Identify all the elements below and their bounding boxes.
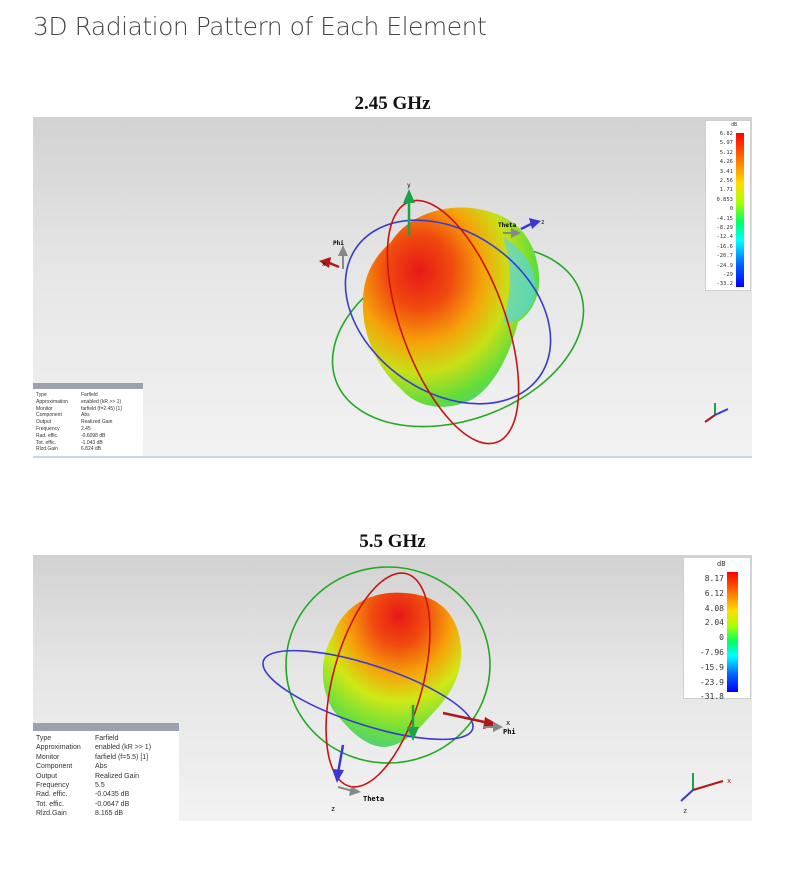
info-value: -0.0435 dB: [95, 791, 130, 799]
axis-label-z: z: [331, 805, 335, 813]
radiation-pattern-3d-2-45-ghz: y x z Phi Theta: [319, 182, 729, 445]
color-scale-tick: 4.26: [719, 159, 733, 166]
page-title: 3D Radiation Pattern of Each Element: [33, 12, 487, 41]
color-scale-tick: -31.8: [699, 692, 724, 702]
info-label: Rlzd.Gain: [36, 810, 67, 818]
info-label: Tot. effic.: [36, 800, 64, 808]
svg-text:x: x: [727, 777, 731, 785]
color-scale-tick: 3.41: [719, 168, 733, 175]
info-label: Type: [36, 735, 52, 742]
info-label: Monitor: [36, 753, 60, 761]
color-scale-tick: 5.12: [719, 149, 733, 156]
color-scale-bar: [736, 133, 744, 287]
info-value: 6.824 dB: [81, 446, 102, 453]
color-scale-tick: -23.9: [699, 677, 724, 687]
color-scale-tick: -8.29: [716, 225, 733, 231]
info-value: Abs: [95, 763, 108, 771]
info-value: farfield (f=2.45) [1]: [81, 405, 122, 412]
color-scale-unit: dB: [717, 560, 726, 568]
farfield-info-box-5-5-ghz: Type Farfield Approximation enabled (kR >> …: [33, 723, 179, 821]
axis-label-phi: Phi: [333, 240, 344, 247]
caption-2-45-ghz: 2.45 GHz: [354, 93, 431, 114]
color-scale-tick: -20.7: [716, 253, 733, 260]
color-scale-bar: [727, 572, 738, 692]
info-label: Frequency: [36, 426, 60, 432]
color-scale-tick: 0: [729, 206, 733, 213]
info-value: -0.6098 dB: [81, 432, 106, 439]
color-scale-tick: 5.97: [719, 140, 733, 147]
info-label: Component: [36, 412, 62, 419]
color-scale-tick: -12.4: [716, 234, 733, 241]
axis-label-y: y: [407, 182, 411, 189]
color-scale-tick: -24.9: [716, 262, 733, 269]
color-scale-tick: 2.56: [719, 178, 733, 184]
color-scale-2-45-ghz: dB 6.82 5.97 5.12 4.26 3.41 2.56 1.71 0.853 0 -4.…: [705, 120, 751, 291]
theta-circle: [344, 219, 552, 405]
info-value: enabled (kR >> 1): [95, 744, 152, 752]
info-label: Approximation: [36, 744, 81, 752]
axis-label-z: z: [541, 219, 545, 226]
info-value: 2.45: [81, 426, 91, 432]
farfield-info-box-2-45-ghz: Type Farfield Approximation enabled (kR >> …: [33, 383, 143, 456]
info-label: Output: [36, 419, 52, 426]
axis-label-x: x: [322, 261, 326, 268]
orientation-triad-icon: x z: [680, 773, 731, 815]
info-value: -0.0647 dB: [95, 800, 130, 808]
orientation-triad-icon: [704, 403, 729, 423]
info-label: Output: [36, 772, 58, 780]
radiation-lobe: [322, 592, 462, 747]
svg-text:z: z: [683, 807, 687, 815]
info-value: Realized Gain: [81, 419, 113, 426]
radiation-pattern-3d-5-5-ghz: x Phi Theta z x z: [262, 566, 731, 815]
caption-5-5-ghz: 5.5 GHz: [359, 531, 426, 552]
info-label: Approximation: [36, 398, 68, 405]
color-scale-unit: dB: [731, 122, 738, 128]
color-scale-tick: -4.15: [716, 215, 733, 222]
color-scale-5-5-ghz: dB 8.17 6.12 4.08 2.04 0 -7.96 -15.9 -23.9 -31.8: [683, 557, 751, 702]
info-value: Abs: [81, 412, 90, 419]
color-scale-tick: 1.71: [719, 187, 733, 194]
info-label: Rlzd.Gain: [36, 446, 58, 453]
info-value: Realized Gain: [95, 772, 139, 780]
axis-label-theta: Theta: [498, 222, 516, 229]
color-scale-tick: 0.853: [716, 196, 733, 203]
radiation-pattern-viewport-2-45-ghz[interactable]: y x z Phi Theta dB 6.82 5.97 5.12 4.26 3.41 2…: [33, 117, 752, 458]
color-scale-tick: -33.2: [716, 281, 733, 288]
phi-circle: [325, 572, 431, 788]
info-label: Monitor: [36, 405, 53, 412]
color-scale-tick: 0: [719, 633, 724, 643]
color-scale-tick: 2.04: [704, 618, 724, 628]
info-label: Tot. effic.: [36, 439, 56, 446]
info-value: farfield (f=5.5) [1]: [95, 753, 149, 761]
axis-label-theta: Theta: [363, 795, 384, 803]
radiation-pattern-viewport-5-5-ghz[interactable]: x Phi Theta z x z dB 8.17 6.12 4.08 2.04 0 -7…: [33, 555, 752, 821]
color-scale-tick: 8.17: [704, 574, 724, 583]
color-scale-tick: -7.96: [699, 648, 724, 657]
color-scale-tick: -16.6: [716, 243, 733, 250]
info-value: 8.165 dB: [95, 810, 124, 818]
info-label: Type: [36, 392, 47, 398]
radiation-lobe: [362, 207, 540, 407]
color-scale-tick: 6.12: [704, 588, 724, 598]
info-label: Frequency: [36, 782, 70, 789]
info-value: Farfield: [81, 392, 98, 398]
color-scale-tick: 4.08: [704, 603, 724, 613]
info-value: -1.043 dB: [81, 439, 103, 446]
info-value: enabled (kR >> 1): [81, 398, 122, 405]
axis-label-x: x: [506, 719, 510, 727]
info-value: Farfield: [95, 735, 119, 742]
color-scale-tick: -15.9: [699, 662, 724, 672]
color-scale-tick: -29: [723, 272, 733, 278]
info-value: 5.5: [95, 782, 105, 789]
axis-label-phi: Phi: [503, 728, 516, 736]
info-label: Rad. effic.: [36, 791, 68, 799]
info-label: Component: [36, 763, 73, 771]
info-label: Rad. effic.: [36, 432, 59, 439]
theta-circle: [262, 649, 474, 741]
color-scale-tick: 6.82: [719, 131, 733, 137]
